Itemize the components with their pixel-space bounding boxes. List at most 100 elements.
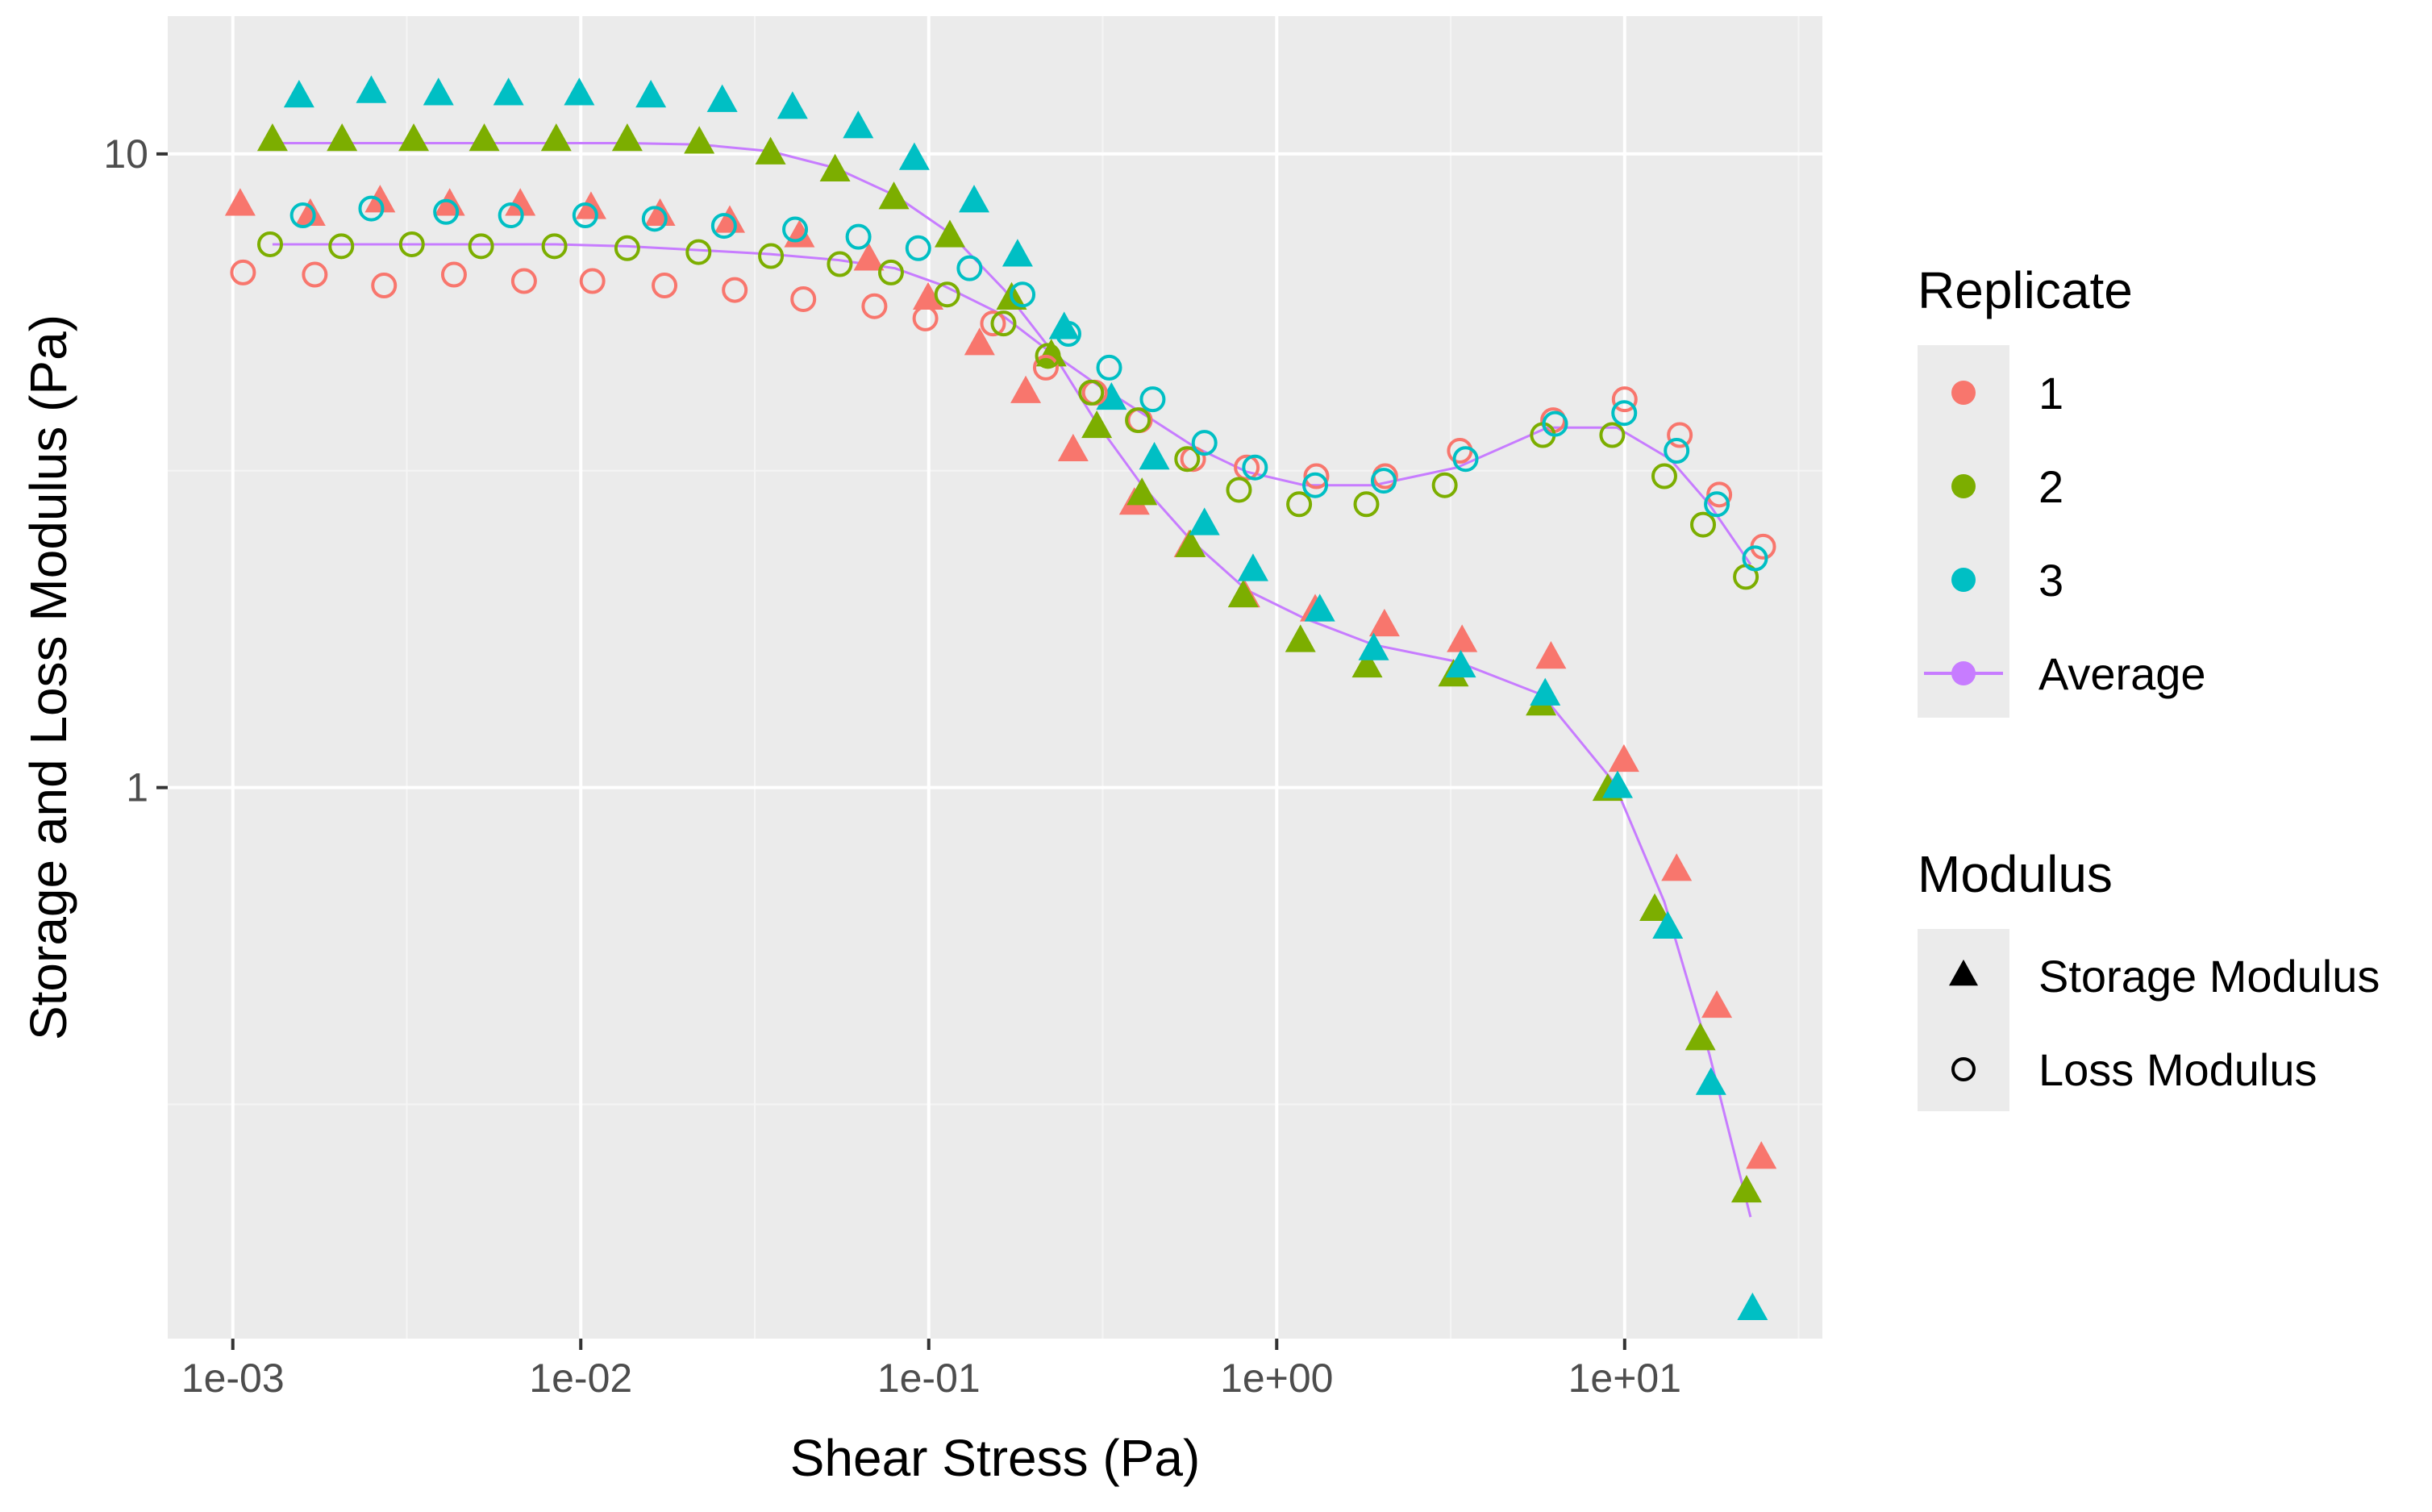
y-tick-label: 1 xyxy=(126,765,148,810)
legend-label-modulus: Loss Modulus xyxy=(2038,1044,2317,1095)
loss-point-rep2 xyxy=(1286,491,1313,518)
storage-point-rep1 xyxy=(505,188,536,216)
loss-point-rep2 xyxy=(256,231,283,257)
loss-point-rep1 xyxy=(1234,454,1260,481)
loss-point-rep3 xyxy=(289,202,316,229)
y-tick-label: 10 xyxy=(103,131,148,177)
storage-point-rep1 xyxy=(964,327,995,356)
legend: Replicate 1 2 3 Average Modulus Storage Mod… xyxy=(1918,261,2380,1111)
legend-key-replicate-4 xyxy=(1951,661,1976,685)
storage-point-rep3 xyxy=(1737,1292,1768,1321)
x-tick-label: 1e-02 xyxy=(529,1356,632,1401)
storage-point-rep1 xyxy=(1746,1141,1777,1169)
loss-point-rep2 xyxy=(934,281,960,308)
storage-point-rep1 xyxy=(1368,608,1400,637)
storage-point-rep3 xyxy=(1445,649,1476,678)
storage-point-rep3 xyxy=(1358,632,1389,660)
loss-point-rep2 xyxy=(990,310,1017,337)
storage-point-rep2 xyxy=(398,123,430,152)
data-points xyxy=(224,75,1777,1321)
storage-point-rep1 xyxy=(1701,989,1733,1018)
loss-point-rep3 xyxy=(572,202,598,229)
loss-point-rep2 xyxy=(877,259,904,285)
storage-point-rep1 xyxy=(1608,744,1639,773)
loss-point-rep2 xyxy=(328,233,355,260)
storage-point-rep1 xyxy=(294,198,326,227)
storage-point-rep3 xyxy=(1601,770,1633,798)
loss-point-rep1 xyxy=(230,259,256,285)
storage-point-rep1 xyxy=(1010,375,1042,403)
legend-label-modulus: Storage Modulus xyxy=(2038,951,2380,1002)
loss-point-rep3 xyxy=(1055,321,1081,348)
storage-point-rep2 xyxy=(934,219,965,248)
loss-point-rep3 xyxy=(1191,430,1218,456)
legend-title-replicate: Replicate xyxy=(1918,261,2133,319)
storage-point-rep3 xyxy=(1139,442,1170,470)
storage-point-rep3 xyxy=(1304,594,1335,622)
loss-point-rep3 xyxy=(956,255,983,281)
storage-point-rep1 xyxy=(1661,853,1693,881)
legend-key-storage-modulus xyxy=(1949,959,1978,986)
storage-point-rep2 xyxy=(540,123,572,152)
storage-point-rep3 xyxy=(635,80,667,108)
storage-point-rep3 xyxy=(1189,507,1220,535)
loss-point-rep1 xyxy=(302,261,328,288)
loss-point-rep3 xyxy=(1742,545,1768,572)
loss-point-rep2 xyxy=(1078,379,1105,406)
storage-point-rep1 xyxy=(644,198,676,227)
loss-point-rep3 xyxy=(498,202,524,229)
storage-point-rep2 xyxy=(819,153,851,182)
storage-point-rep1 xyxy=(224,188,256,216)
loss-point-rep2 xyxy=(685,239,712,265)
loss-point-rep2 xyxy=(1125,407,1151,434)
storage-point-rep3 xyxy=(843,110,874,139)
y-axis-title: Storage and Loss Modulus (Pa) xyxy=(19,314,77,1040)
loss-point-rep3 xyxy=(1704,491,1730,518)
storage-point-rep3 xyxy=(423,77,454,106)
loss-point-rep3 xyxy=(1664,438,1690,464)
storage-point-rep2 xyxy=(1081,410,1113,439)
storage-point-rep2 xyxy=(611,123,643,152)
storage-point-rep2 xyxy=(1351,649,1383,678)
x-tick-label: 1e+01 xyxy=(1568,1356,1681,1401)
storage-point-rep1 xyxy=(853,243,885,271)
legend-key-background-modulus xyxy=(1918,929,2009,1111)
loss-point-rep3 xyxy=(905,235,931,261)
loss-point-rep1 xyxy=(980,310,1006,337)
storage-point-rep2 xyxy=(684,126,715,154)
loss-point-rep3 xyxy=(1242,454,1268,481)
legend-label-replicate: Average xyxy=(2038,648,2206,699)
storage-point-rep2 xyxy=(878,181,910,210)
loss-point-rep1 xyxy=(790,285,817,312)
storage-point-rep2 xyxy=(1227,579,1259,608)
storage-point-rep2 xyxy=(256,123,288,152)
storage-point-rep3 xyxy=(493,77,524,106)
legend-key-loss-modulus xyxy=(1951,1057,1976,1081)
loss-point-rep2 xyxy=(1431,472,1458,498)
storage-point-rep1 xyxy=(913,281,944,310)
storage-point-rep3 xyxy=(1237,553,1268,581)
loss-point-rep2 xyxy=(1651,463,1677,489)
loss-point-rep1 xyxy=(371,273,398,299)
x-tick-label: 1e-03 xyxy=(181,1356,285,1401)
storage-point-rep2 xyxy=(468,123,500,152)
legend-key-background-replicate xyxy=(1918,345,2009,718)
loss-point-rep1 xyxy=(1303,463,1330,489)
storage-point-rep2 xyxy=(755,136,786,165)
storage-point-rep3 xyxy=(706,84,738,112)
loss-point-rep1 xyxy=(1667,422,1693,448)
loss-point-rep3 xyxy=(1611,400,1638,427)
legend-label-replicate: 3 xyxy=(2038,555,2063,606)
loss-point-rep3 xyxy=(1452,446,1479,473)
grid xyxy=(168,16,1822,1339)
x-axis-title: Shear Stress (Pa) xyxy=(790,1429,1201,1487)
storage-point-rep3 xyxy=(777,91,808,119)
storage-point-rep2 xyxy=(1175,529,1206,557)
loss-point-rep2 xyxy=(1599,422,1626,448)
storage-point-rep2 xyxy=(1126,477,1158,506)
loss-point-rep3 xyxy=(641,206,668,232)
storage-point-rep2 xyxy=(1639,893,1671,921)
loss-point-rep2 xyxy=(541,233,568,260)
plot-panel xyxy=(168,16,1822,1339)
loss-point-rep1 xyxy=(1706,481,1733,508)
